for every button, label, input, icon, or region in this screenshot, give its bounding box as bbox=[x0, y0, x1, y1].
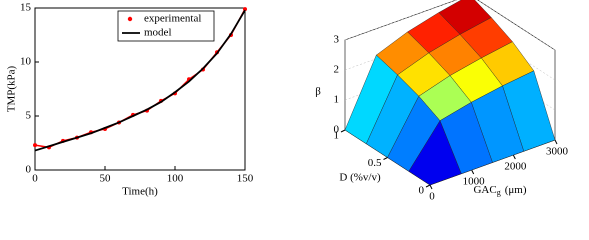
d-tick-label: 0 bbox=[419, 185, 425, 197]
y-tick-label: 10 bbox=[20, 56, 32, 68]
legend-box bbox=[117, 10, 215, 42]
x-tick-label: 0 bbox=[32, 173, 38, 185]
gac-tick-label: 2000 bbox=[504, 161, 527, 173]
legend-marker bbox=[127, 16, 133, 22]
d-axis-label: D (%v/v) bbox=[339, 172, 381, 184]
data-point bbox=[243, 7, 247, 12]
z-tick-label: 2 bbox=[334, 64, 340, 76]
figure: Time(h) TMP(kPa) β D (%v/v) GACg (μm) 0 50… bbox=[6, 0, 569, 203]
x-axis-label: Time(h) bbox=[122, 186, 158, 198]
y-tick-label: 5 bbox=[26, 110, 32, 122]
gac-axis-label: GACg (μm) bbox=[473, 184, 526, 197]
z-tick-label: 3 bbox=[334, 34, 340, 46]
plot-frame bbox=[34, 7, 246, 171]
gac-tick bbox=[512, 154, 516, 160]
x-tick-label: 100 bbox=[167, 173, 184, 185]
y-tick-label: 15 bbox=[20, 2, 32, 14]
z-tick-label: 0 bbox=[334, 124, 340, 136]
gac-tick-label: 0 bbox=[429, 191, 435, 203]
legend-label: experimental bbox=[144, 13, 201, 25]
x-tick-label: 50 bbox=[100, 173, 112, 185]
y-tick-label: 0 bbox=[26, 164, 32, 176]
z-tick-label: 1 bbox=[334, 94, 340, 106]
gac-tick bbox=[554, 139, 558, 145]
gac-label-unit: (μm) bbox=[505, 184, 527, 196]
legend-label: model bbox=[144, 27, 172, 39]
gac-label-text: GAC bbox=[473, 184, 496, 196]
d-tick bbox=[383, 157, 388, 160]
d-tick bbox=[340, 129, 346, 133]
surface-cell bbox=[408, 120, 462, 186]
data-point bbox=[33, 143, 37, 148]
gac-tick bbox=[429, 184, 433, 190]
gac-tick bbox=[471, 169, 475, 175]
d-tick bbox=[425, 184, 431, 188]
d-tick-label: 0.5 bbox=[368, 157, 382, 169]
gac-label-subscript: g bbox=[497, 188, 501, 197]
z-grid-line bbox=[344, 0, 556, 51]
y-axis-label: TMP(kPa) bbox=[6, 65, 18, 112]
z-axis-label: β bbox=[315, 86, 321, 98]
gac-tick-label: 3000 bbox=[546, 146, 569, 158]
d-tick-label: 1 bbox=[334, 130, 340, 142]
x-tick-label: 150 bbox=[237, 173, 254, 185]
series-line bbox=[34, 9, 246, 152]
gac-tick-label: 1000 bbox=[463, 176, 486, 188]
